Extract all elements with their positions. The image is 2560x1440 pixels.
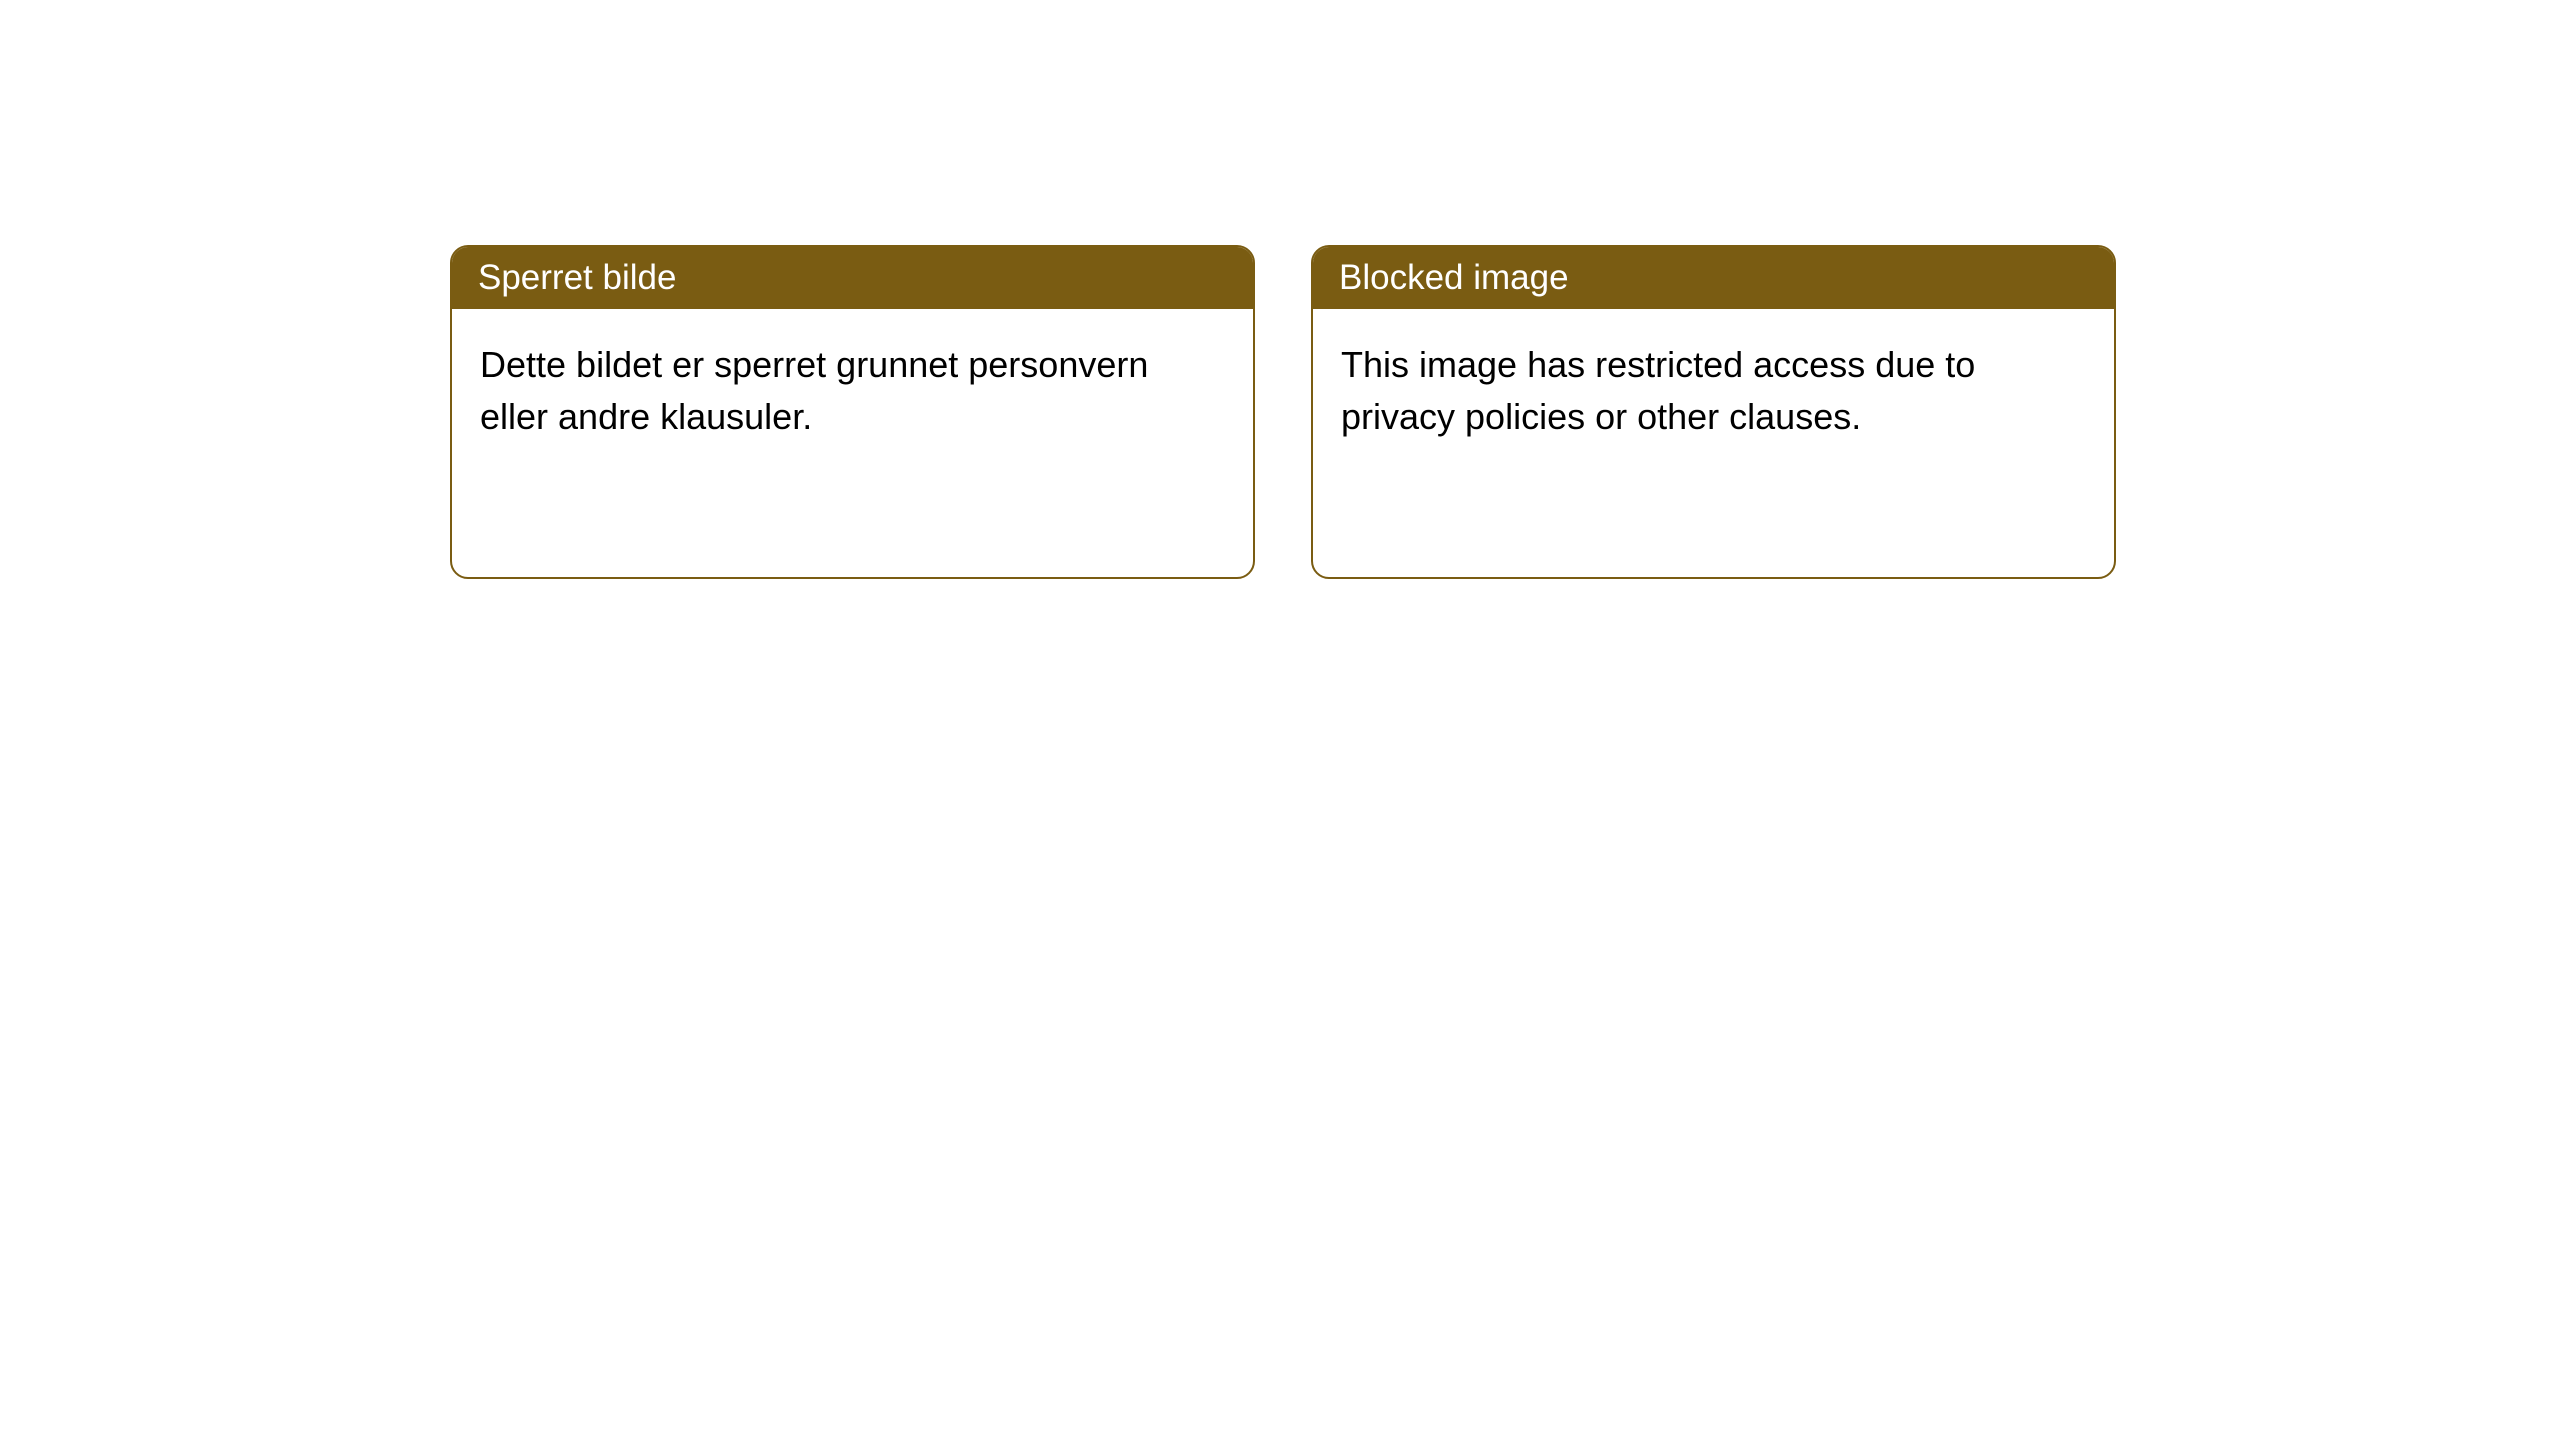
- panel-title-english: Blocked image: [1313, 247, 2114, 309]
- panel-title-norwegian: Sperret bilde: [452, 247, 1253, 309]
- panel-body-english: This image has restricted access due to …: [1313, 309, 2114, 473]
- panels-container: Sperret bilde Dette bildet er sperret gr…: [450, 245, 2560, 579]
- panel-norwegian: Sperret bilde Dette bildet er sperret gr…: [450, 245, 1255, 579]
- panel-english: Blocked image This image has restricted …: [1311, 245, 2116, 579]
- panel-body-norwegian: Dette bildet er sperret grunnet personve…: [452, 309, 1253, 473]
